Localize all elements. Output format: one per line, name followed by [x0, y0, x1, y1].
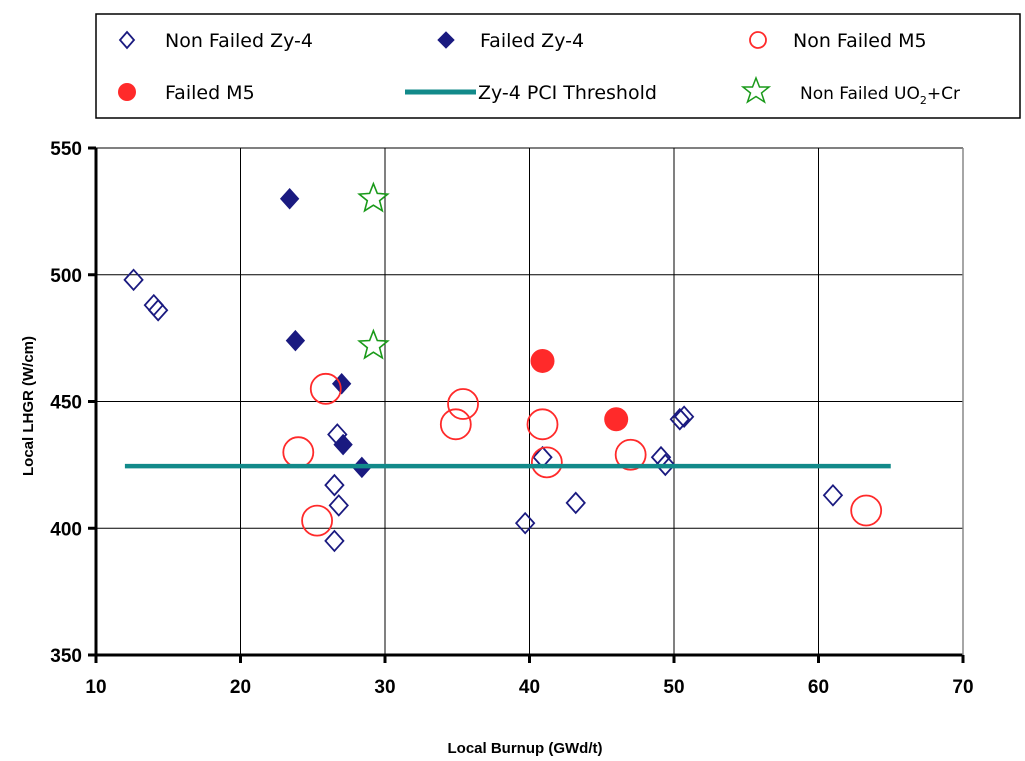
- tick-labels: 10 20 30 40 50 60 70 350 400 450 500 550: [50, 139, 973, 698]
- point-non-failed-uo2cr: [357, 328, 390, 360]
- point-failed-zy4: [285, 329, 306, 352]
- legend: Non Failed Zy-4 Failed Zy-4 Non Failed M…: [95, 13, 1021, 119]
- x-tick-label: 30: [374, 677, 395, 698]
- point-failed-zy4: [333, 433, 353, 456]
- legend-label: Failed M5: [165, 82, 255, 104]
- point-non-failed-m5: [526, 408, 559, 441]
- point-non-failed-zy4: [328, 494, 349, 517]
- point-non-failed-m5: [850, 494, 883, 527]
- point-failed-zy4: [279, 187, 300, 210]
- point-non-failed-zy4: [669, 407, 690, 431]
- axes: [88, 146, 965, 663]
- legend-marker-circle-filled: [118, 83, 136, 101]
- legend-item-pci-threshold: Zy-4 PCI Threshold: [405, 82, 657, 104]
- y-tick-label: 350: [50, 646, 82, 667]
- legend-item-non-failed-m5: Non Failed M5: [749, 30, 927, 52]
- point-non-failed-zy4: [673, 405, 695, 429]
- y-tick-label: 400: [50, 519, 82, 540]
- legend-label: Failed Zy-4: [480, 30, 584, 52]
- legend-label: Non Failed Zy-4: [165, 30, 313, 52]
- point-non-failed-m5: [282, 436, 315, 469]
- x-tick-label: 50: [663, 677, 684, 698]
- legend-label: Non Failed M5: [793, 30, 927, 52]
- x-tick-label: 70: [952, 677, 973, 698]
- data-marks: [123, 181, 891, 553]
- point-non-failed-zy4: [822, 483, 844, 507]
- point-non-failed-m5: [447, 388, 479, 420]
- legend-marker-diamond-open: [118, 30, 136, 50]
- x-tick-label: 40: [519, 677, 540, 698]
- y-tick-label: 550: [50, 139, 82, 160]
- point-non-failed-zy4: [565, 491, 586, 515]
- point-non-failed-uo2cr: [357, 181, 390, 213]
- y-axis-title: Local LHGR (W/cm): [20, 336, 37, 476]
- legend-frame: [95, 13, 1021, 119]
- point-non-failed-m5: [614, 438, 647, 471]
- legend-marker-circle-open: [749, 31, 767, 49]
- y-tick-label: 450: [50, 393, 82, 414]
- legend-label: Zy-4 PCI Threshold: [478, 82, 657, 104]
- x-tick-label: 60: [808, 677, 829, 698]
- point-failed-m5: [604, 407, 629, 432]
- legend-label-subscript: 2: [920, 94, 927, 107]
- legend-item-failed-zy4: Failed Zy-4: [437, 30, 584, 52]
- point-non-failed-zy4: [324, 529, 345, 553]
- point-non-failed-zy4: [324, 473, 345, 497]
- point-non-failed-m5: [301, 504, 333, 537]
- legend-item-non-failed-uo2cr: Non Failed UO2+Cr: [740, 75, 960, 107]
- y-tick-label: 500: [50, 266, 82, 287]
- point-failed-m5: [530, 348, 555, 373]
- legend-label-tail: +Cr: [927, 84, 960, 104]
- point-non-failed-zy4: [123, 268, 144, 292]
- legend-label-main: Non Failed UO: [800, 84, 920, 104]
- point-non-failed-zy4: [147, 298, 169, 322]
- legend-marker-diamond-filled: [437, 31, 455, 49]
- x-tick-label: 10: [85, 677, 106, 698]
- legend-marker-star-open: [740, 75, 772, 104]
- legend-item-failed-m5: Failed M5: [118, 82, 255, 104]
- x-tick-label: 20: [230, 677, 251, 698]
- point-non-failed-m5: [530, 446, 563, 479]
- grid: [96, 147, 964, 655]
- legend-item-non-failed-zy4: Non Failed Zy-4: [118, 30, 313, 52]
- x-axis-title: Local Burnup (GWd/t): [448, 740, 603, 757]
- point-non-failed-zy4: [514, 511, 536, 535]
- point-non-failed-m5: [309, 372, 342, 405]
- point-non-failed-zy4: [655, 453, 676, 477]
- point-non-failed-m5: [439, 408, 472, 441]
- legend-label: Non Failed UO2+Cr: [800, 84, 960, 107]
